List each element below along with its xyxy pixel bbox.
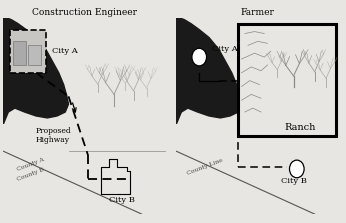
Polygon shape xyxy=(3,18,69,124)
Text: County Line: County Line xyxy=(186,157,224,176)
Bar xyxy=(10,30,46,73)
Text: County A: County A xyxy=(17,157,45,172)
Circle shape xyxy=(192,48,207,66)
Bar xyxy=(13,41,26,65)
Text: City A: City A xyxy=(52,47,78,55)
Polygon shape xyxy=(176,18,242,124)
Text: City B: City B xyxy=(281,177,307,185)
Text: City A: City A xyxy=(212,45,238,53)
Title: Farmer: Farmer xyxy=(241,8,275,17)
Bar xyxy=(238,24,336,136)
Text: Proposed
Highway: Proposed Highway xyxy=(36,127,72,145)
Text: City B: City B xyxy=(109,196,135,204)
Bar xyxy=(28,45,41,65)
Text: Ranch: Ranch xyxy=(284,123,316,132)
Circle shape xyxy=(290,160,304,178)
Text: County B: County B xyxy=(17,167,45,182)
Title: Construction Engineer: Construction Engineer xyxy=(32,8,137,17)
